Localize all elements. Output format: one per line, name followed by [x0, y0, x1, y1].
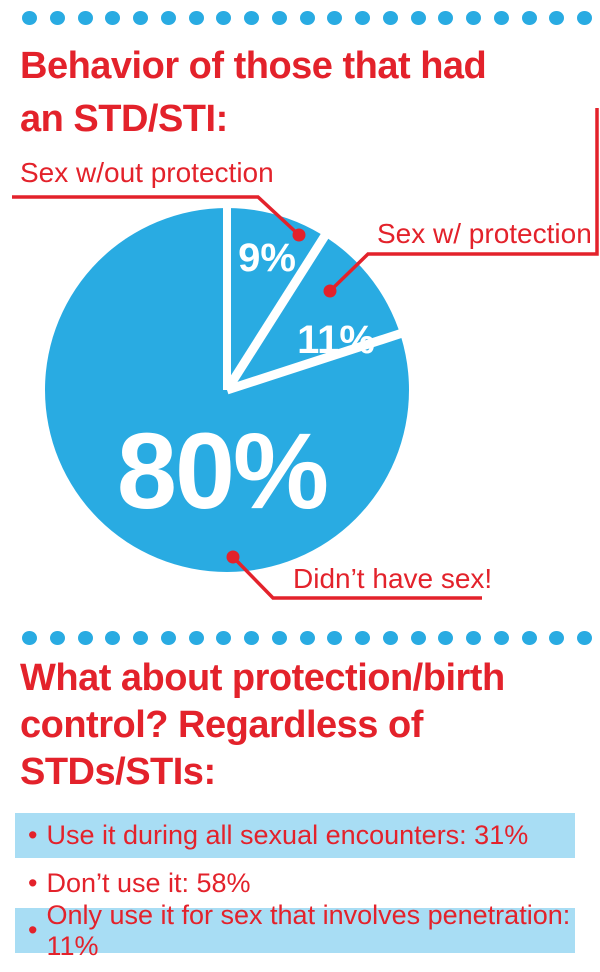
callout-label-didnt-have-sex: Didn’t have sex! [293, 563, 493, 594]
pie-value-9pct: 9% [238, 236, 296, 280]
divider-dot [577, 630, 592, 645]
divider-dot [493, 630, 509, 645]
divider-dot [244, 10, 259, 25]
divider-dot [133, 630, 148, 645]
divider-dot [327, 630, 343, 645]
section1-heading-line2: an STD/STI: [20, 98, 228, 140]
stat-row-dont-use-it: • Don’t use it: 58% [15, 858, 575, 908]
divider-dot [355, 630, 370, 645]
divider-dot [299, 630, 315, 645]
section2-heading-line1: What about protection/birth [20, 657, 505, 699]
divider-dot [493, 10, 509, 25]
section2-heading: What about protection/birth control? Reg… [20, 655, 505, 796]
section2-heading-line2: control? Regardless of [20, 704, 423, 746]
divider-dot [188, 630, 204, 645]
bullet-icon: • [28, 820, 38, 850]
divider-dot [105, 630, 121, 645]
divider-dot [188, 10, 204, 25]
divider-dot [77, 10, 93, 25]
divider-dot [549, 630, 565, 645]
top-dotted-divider [22, 10, 592, 25]
divider-dot [105, 10, 121, 25]
divider-dot [216, 10, 232, 25]
leader-dot-sex-with-protection [323, 284, 337, 298]
divider-dot [577, 10, 592, 25]
divider-dot [216, 630, 232, 645]
section1-heading: Behavior of those that had an STD/STI: [20, 40, 487, 146]
stat-text: Use it during all sexual encounters: 31% [46, 820, 529, 850]
stat-text: Don’t use it: 58% [46, 867, 251, 898]
callout-label-sex-with-protection: Sex w/ protection [377, 218, 592, 249]
divider-dot [49, 10, 65, 25]
divider-dot [410, 630, 426, 645]
divider-dot [521, 10, 537, 25]
divider-dot [299, 10, 315, 25]
divider-dot [355, 10, 370, 25]
divider-dot [438, 10, 454, 25]
divider-dot [271, 10, 287, 25]
divider-dot [466, 630, 481, 645]
stat-row-only-penetration: • Only use it for sex that involves pene… [15, 900, 575, 961]
stat-row-use-it-always: • Use it during all sexual encounters: 3… [15, 813, 575, 858]
callout-label-sex-without-protection: Sex w/out protection [20, 157, 274, 188]
divider-dot [271, 630, 287, 645]
divider-dot [549, 10, 565, 25]
divider-dot [382, 630, 398, 645]
middle-dotted-divider [22, 630, 592, 645]
divider-dot [22, 630, 37, 645]
divider-dot [22, 10, 37, 25]
divider-dot [521, 630, 537, 645]
divider-dot [410, 10, 426, 25]
section2-heading-line3: STDs/STIs: [20, 751, 216, 793]
divider-dot [160, 630, 176, 645]
leader-dot-didnt-have-sex [226, 550, 240, 564]
stat-text: Only use it for sex that involves penetr… [46, 899, 571, 961]
divider-dot [244, 630, 259, 645]
bullet-icon: • [28, 915, 38, 945]
divider-dot [438, 630, 454, 645]
divider-dot [77, 630, 93, 645]
leader-line-sex-without-protection [12, 195, 301, 237]
bullet-icon: • [28, 867, 38, 898]
divider-dot [133, 10, 148, 25]
section1-heading-line1: Behavior of those that had [20, 45, 487, 87]
divider-dot [327, 10, 343, 25]
pie-value-80pct: 80% [116, 410, 329, 531]
pie-value-11pct: 11% [297, 318, 375, 362]
divider-dot [160, 10, 176, 25]
divider-dot [49, 630, 65, 645]
divider-dot [466, 10, 481, 25]
divider-dot [382, 10, 398, 25]
